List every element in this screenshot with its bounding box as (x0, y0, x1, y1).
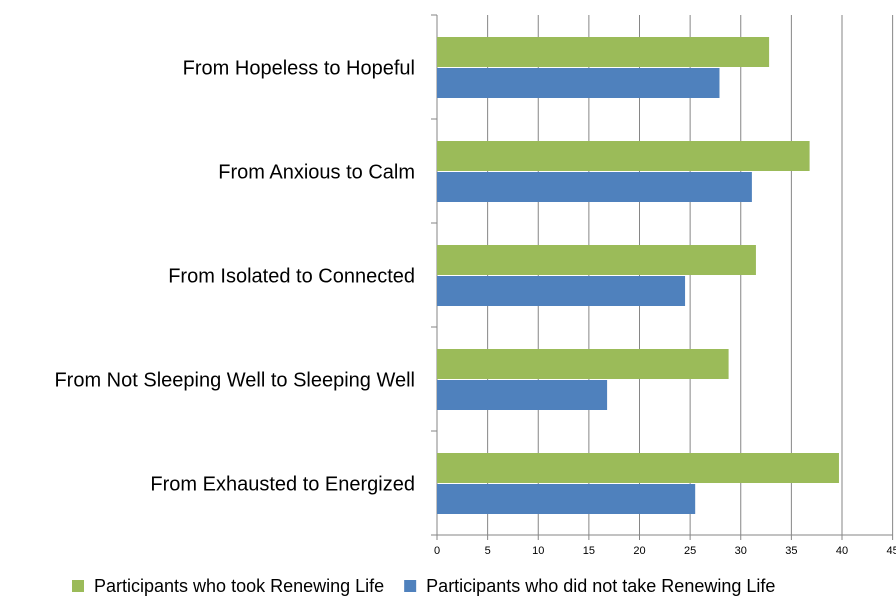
x-tick-label: 40 (836, 545, 848, 557)
legend-label: Participants who did not take Renewing L… (426, 576, 775, 596)
legend-swatch (404, 580, 417, 592)
bar (437, 276, 686, 306)
bar (437, 380, 608, 410)
x-tick-label: 15 (583, 545, 595, 557)
category-label: From Exhausted to Energized (150, 473, 415, 495)
bar (437, 245, 756, 275)
bar (437, 172, 752, 202)
x-tick-label: 35 (785, 545, 797, 557)
x-tick-label: 45 (887, 545, 896, 557)
category-label: From Not Sleeping Well to Sleeping Well (54, 369, 415, 391)
category-label: From Isolated to Connected (168, 265, 415, 287)
x-tick-label: 25 (684, 545, 696, 557)
bar (437, 484, 696, 514)
bar (437, 141, 810, 171)
category-label: From Hopeless to Hopeful (183, 57, 415, 79)
bar (437, 68, 720, 98)
legend-label: Participants who took Renewing Life (94, 576, 384, 596)
x-tick-label: 20 (633, 545, 645, 557)
x-tick-label: 30 (735, 545, 747, 557)
legend-swatch (72, 580, 84, 592)
x-tick-label: 0 (434, 545, 440, 557)
bar (437, 349, 729, 379)
bar (437, 453, 839, 483)
bar (437, 37, 770, 67)
x-tick-label: 5 (485, 545, 491, 557)
category-label: From Anxious to Calm (218, 161, 415, 183)
x-tick-label: 10 (532, 545, 544, 557)
